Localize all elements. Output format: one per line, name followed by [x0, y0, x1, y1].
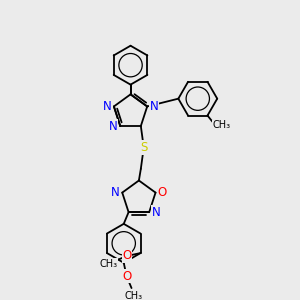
- Text: N: N: [152, 206, 160, 219]
- Text: CH₃: CH₃: [99, 259, 118, 269]
- Text: CH₃: CH₃: [124, 291, 142, 300]
- Text: O: O: [158, 186, 167, 199]
- Text: N: N: [109, 119, 118, 133]
- Text: O: O: [122, 250, 132, 262]
- Text: N: N: [150, 100, 158, 113]
- Text: CH₃: CH₃: [212, 120, 230, 130]
- Text: S: S: [140, 141, 147, 154]
- Text: N: N: [111, 186, 120, 199]
- Text: N: N: [103, 100, 112, 113]
- Text: O: O: [122, 270, 131, 283]
